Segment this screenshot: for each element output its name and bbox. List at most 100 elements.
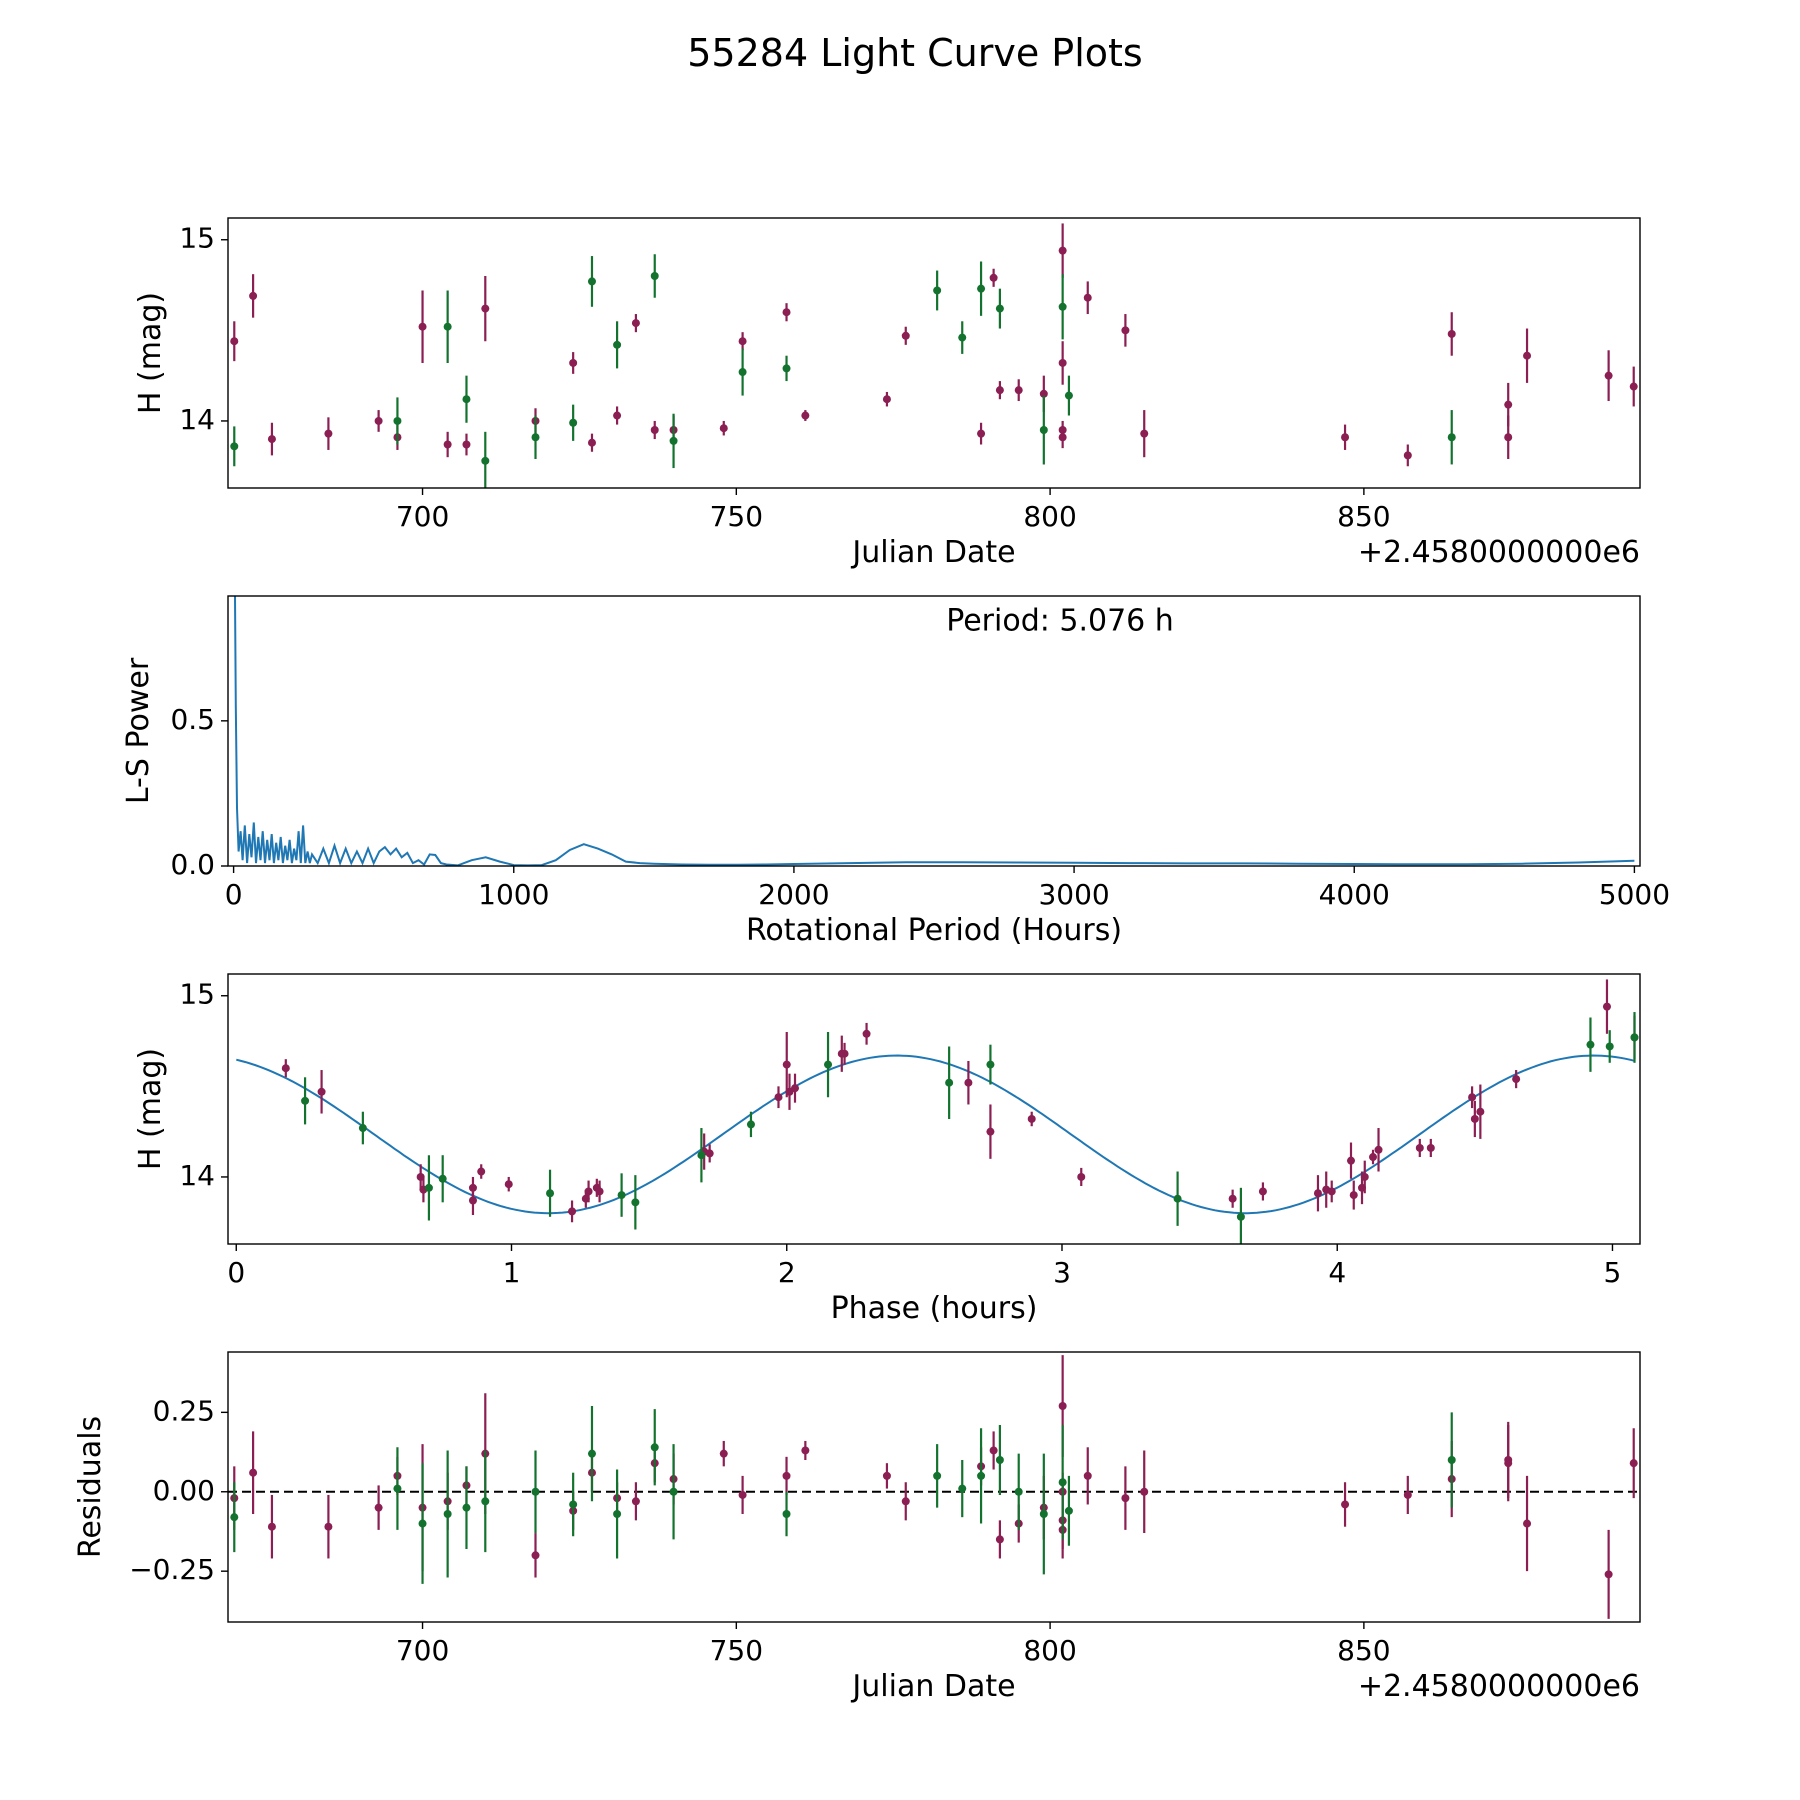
phased-axes-frame [227,973,1641,1245]
data-point [317,1087,326,1096]
data-point [1228,1194,1237,1203]
x-tick-label: 0 [227,1256,245,1289]
residuals-axes-frame [227,1351,1641,1623]
data-point [1426,1143,1435,1152]
x-tick-label: 1 [503,1256,521,1289]
phased-ylabel: H (mag) [133,1048,168,1170]
data-point [481,456,490,465]
data-point [568,1207,577,1216]
data-point [230,1513,239,1522]
data-point [1327,1187,1336,1196]
data-point [324,429,333,438]
data-point [1604,371,1613,380]
data-point [569,1500,578,1509]
residuals-panel: 700 750 800 850 0.25 0.00 −0.25 Julian Date +2… [73,1351,1641,1704]
data-point [613,340,622,349]
x-tick-label: 4000 [1319,878,1390,911]
data-point [569,418,578,427]
x-tick-label: 4 [1328,1256,1346,1289]
phased-xlabel: Phase (hours) [831,1291,1038,1326]
data-point [746,1120,755,1129]
data-point [631,1497,640,1506]
data-point [1470,1114,1479,1123]
data-point [958,1484,967,1493]
phased-ticks: 0 1 2 3 4 5 14 15 [179,978,1621,1289]
data-point [477,1167,486,1176]
data-point [958,333,967,342]
data-point [697,1151,706,1160]
data-point [531,1551,540,1560]
data-point [824,1060,833,1069]
x-tick-label: 850 [1337,1634,1390,1667]
data-point [1173,1194,1182,1203]
data-point [481,1497,490,1506]
data-point [1077,1172,1086,1181]
data-point [1341,1500,1350,1509]
data-point [1523,351,1532,360]
x-tick-label: 800 [1023,1634,1076,1667]
light-curve-xlabel: Julian Date [850,535,1015,570]
periodogram-power-line [234,596,1635,866]
data-point [1039,426,1048,435]
data-point [1058,1402,1067,1410]
data-point [587,438,596,447]
x-tick-label: 800 [1023,500,1076,533]
data-point [1064,1506,1073,1515]
data-point [782,308,791,317]
periodogram-ticks: 0 1000 2000 3000 4000 5000 0.0 0.5 [170,703,1670,911]
data-point [1602,1002,1611,1011]
data-point [468,1196,477,1205]
light-curve-ylabel: H (mag) [133,292,168,414]
data-point [945,1078,954,1087]
data-point [617,1191,626,1200]
data-point [1014,1487,1023,1496]
periodogram-panel: 0 1000 2000 3000 4000 5000 0.0 0.5 Period: 5.07… [121,595,1670,948]
periodogram-axes-frame [227,595,1641,867]
residuals-marks [228,1355,1640,1619]
data-point [358,1124,367,1133]
data-point [738,337,747,346]
data-point [393,1484,402,1493]
data-point [933,286,942,295]
data-point [1058,433,1067,442]
data-point [1629,382,1638,391]
data-point [1605,1042,1614,1051]
data-point [782,1471,791,1480]
data-point [1058,302,1067,311]
data-point [1121,326,1130,335]
data-point [840,1049,849,1058]
data-point [1447,329,1456,338]
x-tick-label: 2 [778,1256,796,1289]
data-point [1014,386,1023,395]
data-point [595,1187,604,1196]
x-tick-label: 5 [1604,1256,1622,1289]
data-point [418,322,427,331]
y-tick-label: 15 [179,978,215,1011]
data-point [995,1535,1004,1544]
data-point [1604,1570,1613,1579]
data-point [1058,246,1067,255]
y-tick-label: −0.25 [129,1553,215,1586]
x-tick-label: 700 [396,500,449,533]
data-point [531,433,540,442]
data-point [989,273,998,282]
data-point [977,429,986,438]
data-point [862,1029,871,1038]
data-point [587,1449,596,1458]
data-point [230,337,239,346]
data-point [669,436,678,445]
data-point [462,440,471,449]
data-point [1403,451,1412,460]
data-point [1083,1471,1092,1480]
data-point [1523,1519,1532,1528]
data-point [738,368,747,377]
data-point [374,416,383,425]
y-tick-label: 14 [179,1159,215,1192]
data-point [438,1174,447,1183]
data-point [267,1522,276,1531]
data-point [569,358,578,367]
data-point [882,1471,891,1480]
data-point [1504,433,1513,442]
data-point [301,1096,310,1105]
